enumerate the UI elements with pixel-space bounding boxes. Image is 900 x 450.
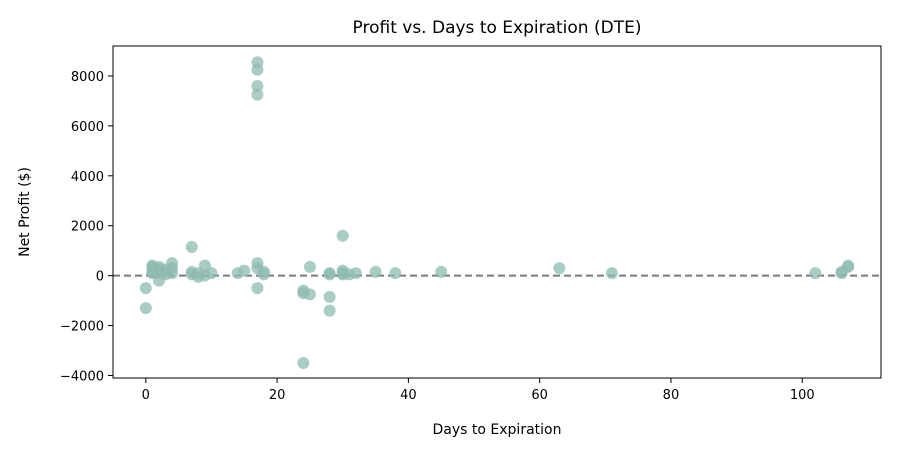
x-tick-label: 0: [142, 388, 150, 403]
data-point: [842, 260, 855, 273]
y-tick-label: 0: [96, 270, 104, 285]
data-point: [238, 264, 251, 277]
chart-title: Profit vs. Days to Expiration (DTE): [353, 18, 642, 38]
data-point: [251, 282, 264, 295]
data-point: [605, 267, 618, 280]
x-tick-label: 20: [269, 388, 286, 403]
data-point: [323, 304, 336, 317]
x-tick-label: 40: [400, 388, 417, 403]
plot-area: 0 20 40 60 80 100 −4000 −2000 0 2000 4000 6000 8000: [60, 45, 882, 403]
data-point: [166, 267, 179, 280]
data-point: [185, 240, 198, 253]
data-point: [369, 265, 382, 278]
y-tick-label: 8000: [71, 70, 104, 85]
data-point: [323, 268, 336, 281]
data-point: [336, 229, 349, 242]
data-point: [553, 262, 566, 275]
data-point: [139, 302, 152, 315]
data-point: [257, 268, 270, 281]
data-point: [389, 267, 402, 280]
data-point: [251, 79, 264, 92]
y-tick-label: 4000: [71, 170, 104, 185]
y-axis-label: Net Profit ($): [17, 167, 33, 257]
data-point: [205, 267, 218, 280]
y-tick-label: −2000: [60, 320, 104, 335]
data-point: [303, 260, 316, 273]
data-point: [809, 267, 822, 280]
data-point: [139, 282, 152, 295]
data-point: [349, 267, 362, 280]
plot-frame: [112, 45, 882, 379]
data-point: [297, 357, 310, 370]
x-tick-label: 100: [790, 388, 815, 403]
data-point: [435, 265, 448, 278]
data-point: [251, 63, 264, 76]
y-tick-label: −4000: [60, 370, 104, 385]
y-tick-label: 2000: [71, 220, 104, 235]
data-point: [323, 290, 336, 303]
data-point: [251, 88, 264, 101]
x-tick-label: 80: [663, 388, 680, 403]
data-point: [303, 288, 316, 301]
y-tick-label: 6000: [71, 120, 104, 135]
x-tick-label: 60: [531, 388, 548, 403]
x-axis-label: Days to Expiration: [433, 422, 562, 438]
